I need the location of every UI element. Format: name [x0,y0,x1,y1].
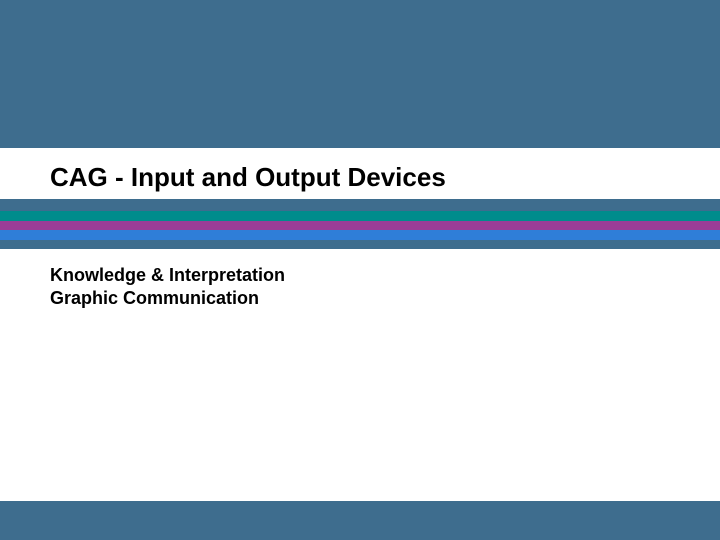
top-band [0,0,720,148]
subtitle-line-1: Knowledge & Interpretation [50,264,285,287]
bottom-band [0,501,720,540]
stripe-4 [0,230,720,240]
subtitle-line-2: Graphic Communication [50,287,285,310]
slide: CAG - Input and Output Devices Knowledge… [0,0,720,540]
stripe-1 [0,199,720,211]
slide-title: CAG - Input and Output Devices [50,162,446,193]
stripe-3 [0,221,720,230]
stripe-2 [0,211,720,221]
slide-subtitle: Knowledge & Interpretation Graphic Commu… [50,264,285,311]
stripe-5 [0,240,720,249]
